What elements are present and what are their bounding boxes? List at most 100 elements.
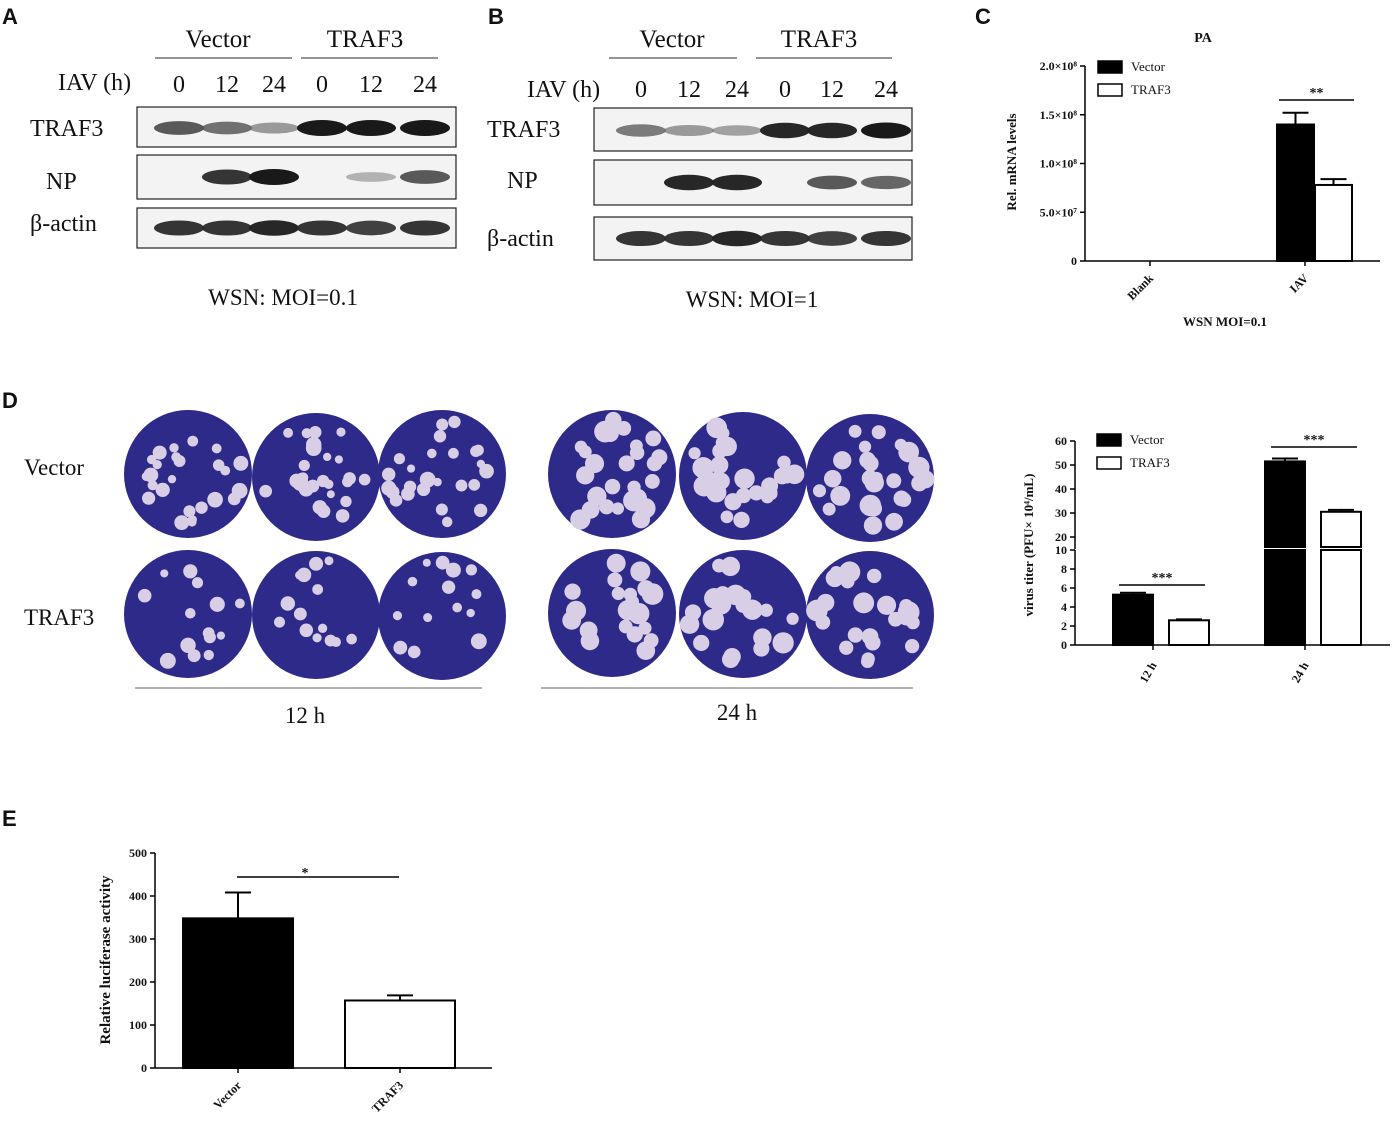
chart-d-bar-0-0 [1112, 593, 1154, 647]
plaque-spot [343, 472, 356, 485]
plaque-row-traf3: TRAF3 [24, 605, 94, 630]
plaque-spot [336, 427, 346, 437]
plaque-spot [312, 584, 324, 595]
plaque-spot [340, 495, 352, 508]
plaque-spot [611, 502, 625, 515]
plaque-spot [476, 459, 486, 469]
blot-a-band-0-1 [202, 121, 252, 135]
plaque-spot [859, 494, 882, 517]
panel-label-a: A [2, 4, 18, 29]
plaque-spot [183, 564, 198, 579]
blot-a-band-0-0 [154, 121, 204, 135]
chart-d-xtick-label: 12 h [1137, 659, 1160, 685]
plaque-spot [273, 616, 286, 628]
blot-a-band-2-2 [249, 220, 299, 236]
plaque-spot [231, 482, 248, 499]
plaque-spot [473, 503, 488, 518]
plaque-spot [358, 473, 371, 486]
blot-b-lane-2: 24 [725, 77, 749, 103]
plaque-spot [733, 511, 750, 529]
plaque-spot [574, 440, 588, 454]
plaque-spot [866, 568, 882, 584]
chart-c-legend-swatch-1 [1097, 83, 1123, 97]
chart-d-legend-swatch-0 [1096, 433, 1122, 447]
plaque-spot [693, 634, 710, 652]
chart-c-xlabel: WSN MOI=0.1 [1183, 314, 1267, 329]
plaque-spot [436, 418, 449, 431]
plaque-spot [606, 553, 626, 573]
plaque-spot [720, 556, 741, 577]
plaque-spot [772, 632, 794, 654]
plaque-spot [393, 640, 408, 655]
plaque-spot [784, 464, 805, 485]
blot-b-caption: WSN: MOI=1 [686, 287, 818, 312]
chart-e-xtick-label: Vector [211, 1078, 245, 1112]
plaque-spot [471, 589, 482, 600]
plaque-spot [584, 454, 605, 474]
plaque-spot [323, 479, 334, 490]
plaque-spot [822, 502, 836, 516]
plaque-spot [427, 448, 437, 459]
plaque-spot [858, 440, 872, 453]
plaque-spot [381, 467, 396, 482]
plaque-spot [863, 516, 883, 535]
plaque-spot [407, 576, 418, 587]
plaque-spot [203, 649, 214, 661]
plaque-spot [688, 447, 701, 460]
blot-b-band-1-5 [861, 175, 911, 190]
chart-e-bar-0 [182, 917, 294, 1069]
blot-b-band-1-2 [712, 174, 762, 191]
blot-a-row-traf3: TRAF3 [30, 116, 103, 142]
plaque-spot [422, 558, 431, 567]
plaque-spot [861, 628, 879, 645]
blot-b-row-np: NP [507, 168, 538, 194]
plaque-spot [825, 569, 844, 588]
plaque-spot [618, 619, 633, 634]
blot-a-lane-5: 24 [413, 72, 437, 98]
plaque-spot [230, 494, 241, 505]
plaque-spot [416, 482, 431, 497]
plaque-spot [216, 631, 226, 640]
plaque-spot [167, 474, 177, 484]
blot-b-group-vector: Vector [639, 26, 705, 53]
chart-c-ylabel: Rel. mRNA levels [1004, 113, 1019, 210]
blot-b-lane-1: 12 [677, 77, 701, 103]
plaque-spot [306, 436, 322, 453]
plaque-spot [870, 471, 883, 485]
plaque-spot [564, 583, 581, 600]
plaque-spot [392, 611, 403, 621]
chart-c-xtick-label: IAV [1287, 271, 1312, 296]
plaque-spot [233, 455, 249, 471]
plaque-spot [629, 445, 645, 461]
plaque-spot [160, 569, 169, 578]
plaque-spot [452, 602, 463, 613]
chart-e: Relative luciferase activity 0 100 200 300 4… [98, 846, 492, 1115]
plaque-spot [152, 445, 167, 460]
blot-a-band-0-4 [346, 120, 396, 136]
plaque-spot [643, 633, 659, 649]
plaque-spot [283, 427, 294, 438]
plaque-spot [736, 589, 752, 605]
plaque-spot [187, 649, 201, 663]
plaque-assay: Vector TRAF3 12 h 24 h [24, 410, 935, 728]
plaque-spot [152, 460, 162, 470]
plaque-spot [309, 425, 322, 439]
plaque-spot [171, 452, 182, 462]
blot-a-group-traf3: TRAF3 [327, 26, 403, 53]
chart-d-bar-0-1-upper [1264, 460, 1306, 548]
plaque-spot [299, 623, 314, 638]
blot-b-band-2-3 [760, 230, 810, 247]
plaque-spot [625, 595, 640, 609]
plaque-spot [604, 478, 621, 495]
plaque-spot [735, 487, 752, 504]
chart-d-ytick-label: 0 [1061, 638, 1067, 652]
plaque-spot [346, 633, 357, 645]
blot-a-band-0-5 [400, 120, 450, 136]
plaque-spot [638, 621, 652, 635]
blot-a-row-actin: β-actin [30, 211, 97, 237]
plaque-spot [605, 411, 622, 429]
plaque-spot [742, 599, 763, 620]
blot-b-band-2-5 [861, 230, 911, 247]
plaque-spot [389, 494, 403, 507]
